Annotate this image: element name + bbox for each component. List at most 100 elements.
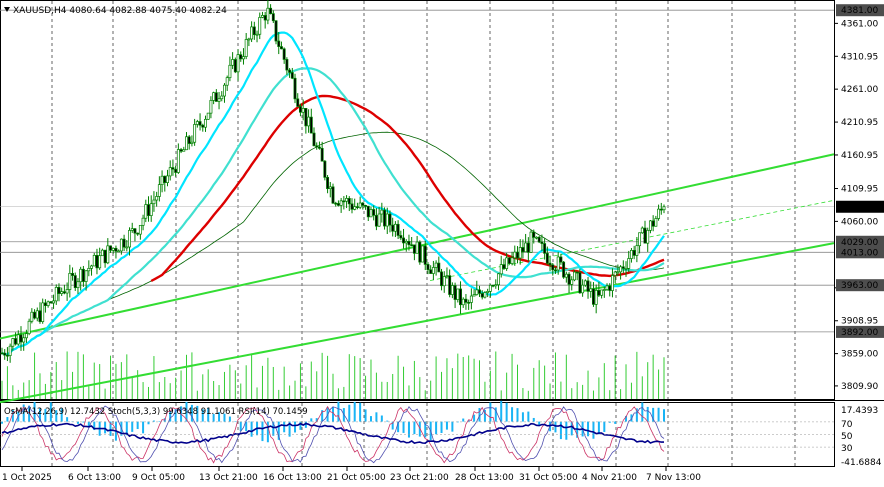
- candle-up: [513, 251, 517, 259]
- candle-down: [62, 291, 66, 294]
- candle-up: [8, 345, 12, 356]
- osma-bar: [109, 421, 112, 436]
- candle-down: [14, 338, 18, 345]
- candle-down: [412, 244, 416, 254]
- time-tick-label: 28 Oct 13:00: [455, 473, 514, 483]
- osma-bar: [532, 417, 535, 422]
- candle-up: [638, 232, 642, 247]
- candle-down: [282, 48, 286, 60]
- osma-bar: [261, 421, 264, 442]
- indicator-axis-label: 30: [841, 444, 853, 454]
- candle-up: [22, 337, 26, 343]
- candle-up: [445, 275, 449, 278]
- candle-down: [334, 202, 338, 205]
- candle-down: [133, 228, 137, 234]
- candle-down: [290, 72, 294, 79]
- candle-up: [581, 284, 585, 294]
- candle-down: [575, 271, 579, 274]
- candle-down: [423, 245, 427, 265]
- price-level-tag: [836, 279, 884, 292]
- candle-up: [68, 272, 72, 290]
- candle-down: [586, 280, 590, 292]
- price-level-tag-label: 4082.24: [841, 203, 878, 213]
- candle-up: [535, 236, 538, 239]
- candle-up: [529, 231, 533, 253]
- candle-down: [543, 243, 547, 254]
- osma-bar: [131, 421, 134, 432]
- time-tick-label: 4 Nov 21:00: [582, 473, 637, 483]
- moving-averages: [1, 31, 665, 356]
- osma-bar: [239, 421, 242, 432]
- osma-bar: [60, 408, 63, 422]
- candle-up: [431, 267, 435, 274]
- candle-down: [361, 202, 365, 206]
- candle-down: [364, 205, 368, 207]
- osma-bar: [375, 412, 378, 422]
- osma-bar: [657, 407, 660, 422]
- stoch-signal-line: [1, 405, 665, 464]
- candle-up: [488, 284, 492, 292]
- candle-up: [404, 240, 408, 244]
- candle-down: [312, 132, 316, 147]
- osma-bar: [391, 421, 394, 430]
- candle-up: [415, 241, 419, 254]
- candle-up: [16, 334, 20, 345]
- candle-up: [339, 200, 343, 206]
- osma-bar: [6, 417, 9, 422]
- candle-up: [182, 149, 186, 152]
- candle-up: [106, 245, 110, 264]
- candle-down: [0, 352, 4, 355]
- candle-up: [564, 273, 568, 278]
- candle-down: [540, 241, 544, 244]
- candle-down: [399, 235, 403, 239]
- candle-down: [562, 261, 566, 278]
- candle-down: [326, 177, 330, 190]
- time-tick-label: 23 Oct 21:00: [390, 473, 449, 483]
- candle-up: [377, 213, 381, 227]
- candle-down: [548, 262, 552, 266]
- candle-up: [98, 255, 102, 269]
- candle-up: [185, 136, 188, 151]
- candle-down: [136, 232, 140, 235]
- candle-up: [168, 167, 172, 177]
- osma-bar: [185, 401, 188, 422]
- candle-up: [380, 209, 384, 215]
- candle-up: [52, 300, 55, 304]
- symbol-dropdown-icon[interactable]: [4, 7, 10, 12]
- osma-bar: [386, 420, 389, 422]
- candle-down: [632, 250, 636, 256]
- candle-down: [33, 311, 37, 319]
- candle-down: [355, 206, 359, 208]
- candle-down: [410, 244, 414, 247]
- candle-down: [5, 354, 9, 357]
- candle-up: [583, 280, 587, 286]
- candle-up: [119, 238, 123, 252]
- candle-up: [79, 268, 83, 283]
- candle-up: [111, 247, 115, 251]
- candle-up: [266, 7, 270, 21]
- candle-up: [461, 298, 465, 306]
- candle-up: [261, 15, 264, 18]
- candle-up: [250, 26, 254, 40]
- candle-down: [269, 7, 273, 14]
- osma-bar: [570, 421, 573, 436]
- candle-down: [396, 223, 400, 236]
- candle-down: [526, 242, 530, 253]
- candle-up: [635, 245, 639, 256]
- osma-bar: [66, 417, 69, 422]
- trend-channels: [0, 153, 835, 404]
- candle-up: [358, 202, 362, 208]
- candle-up: [65, 289, 69, 294]
- candle-down: [437, 262, 441, 273]
- candle-up: [657, 208, 661, 219]
- candle-down: [296, 98, 300, 107]
- channel-median-line: [429, 199, 835, 281]
- candle-up: [217, 98, 221, 102]
- candle-down: [147, 204, 150, 216]
- osma-bar: [234, 421, 237, 422]
- candle-up: [385, 213, 389, 227]
- osma-bar: [451, 421, 454, 432]
- candle-up: [258, 17, 262, 35]
